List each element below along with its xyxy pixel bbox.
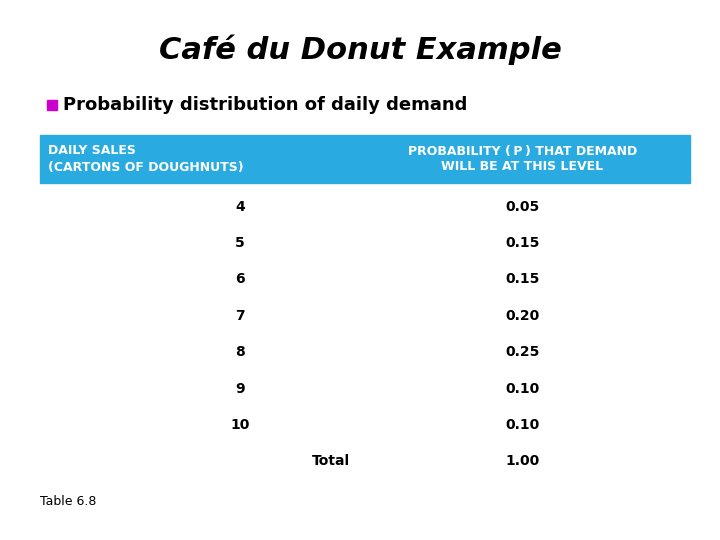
Text: 4: 4 [235, 200, 245, 214]
Text: 6: 6 [235, 272, 245, 286]
Text: WILL BE AT THIS LEVEL: WILL BE AT THIS LEVEL [441, 160, 603, 173]
Text: PROBABILITY ( P ) THAT DEMAND: PROBABILITY ( P ) THAT DEMAND [408, 145, 637, 158]
Text: Probability distribution of daily demand: Probability distribution of daily demand [63, 96, 467, 114]
Text: Total: Total [312, 454, 350, 468]
Text: 1.00: 1.00 [505, 454, 539, 468]
Text: (CARTONS OF DOUGHNUTS): (CARTONS OF DOUGHNUTS) [48, 160, 243, 173]
Text: 0.25: 0.25 [505, 345, 540, 359]
Text: 0.15: 0.15 [505, 236, 540, 250]
Text: 0.10: 0.10 [505, 382, 539, 396]
Text: Table 6.8: Table 6.8 [40, 495, 96, 508]
Text: 5: 5 [235, 236, 245, 250]
Text: DAILY SALES: DAILY SALES [48, 145, 136, 158]
Text: 0.10: 0.10 [505, 418, 539, 432]
Text: Café du Donut Example: Café du Donut Example [158, 35, 562, 65]
Text: 9: 9 [235, 382, 245, 396]
Text: 0.15: 0.15 [505, 272, 540, 286]
Text: 10: 10 [230, 418, 250, 432]
Text: 0.20: 0.20 [505, 309, 539, 323]
Bar [40, 135, 690, 183]
Text: 7: 7 [235, 309, 245, 323]
Bar [47, 100, 57, 110]
Text: 0.05: 0.05 [505, 200, 539, 214]
Text: 8: 8 [235, 345, 245, 359]
